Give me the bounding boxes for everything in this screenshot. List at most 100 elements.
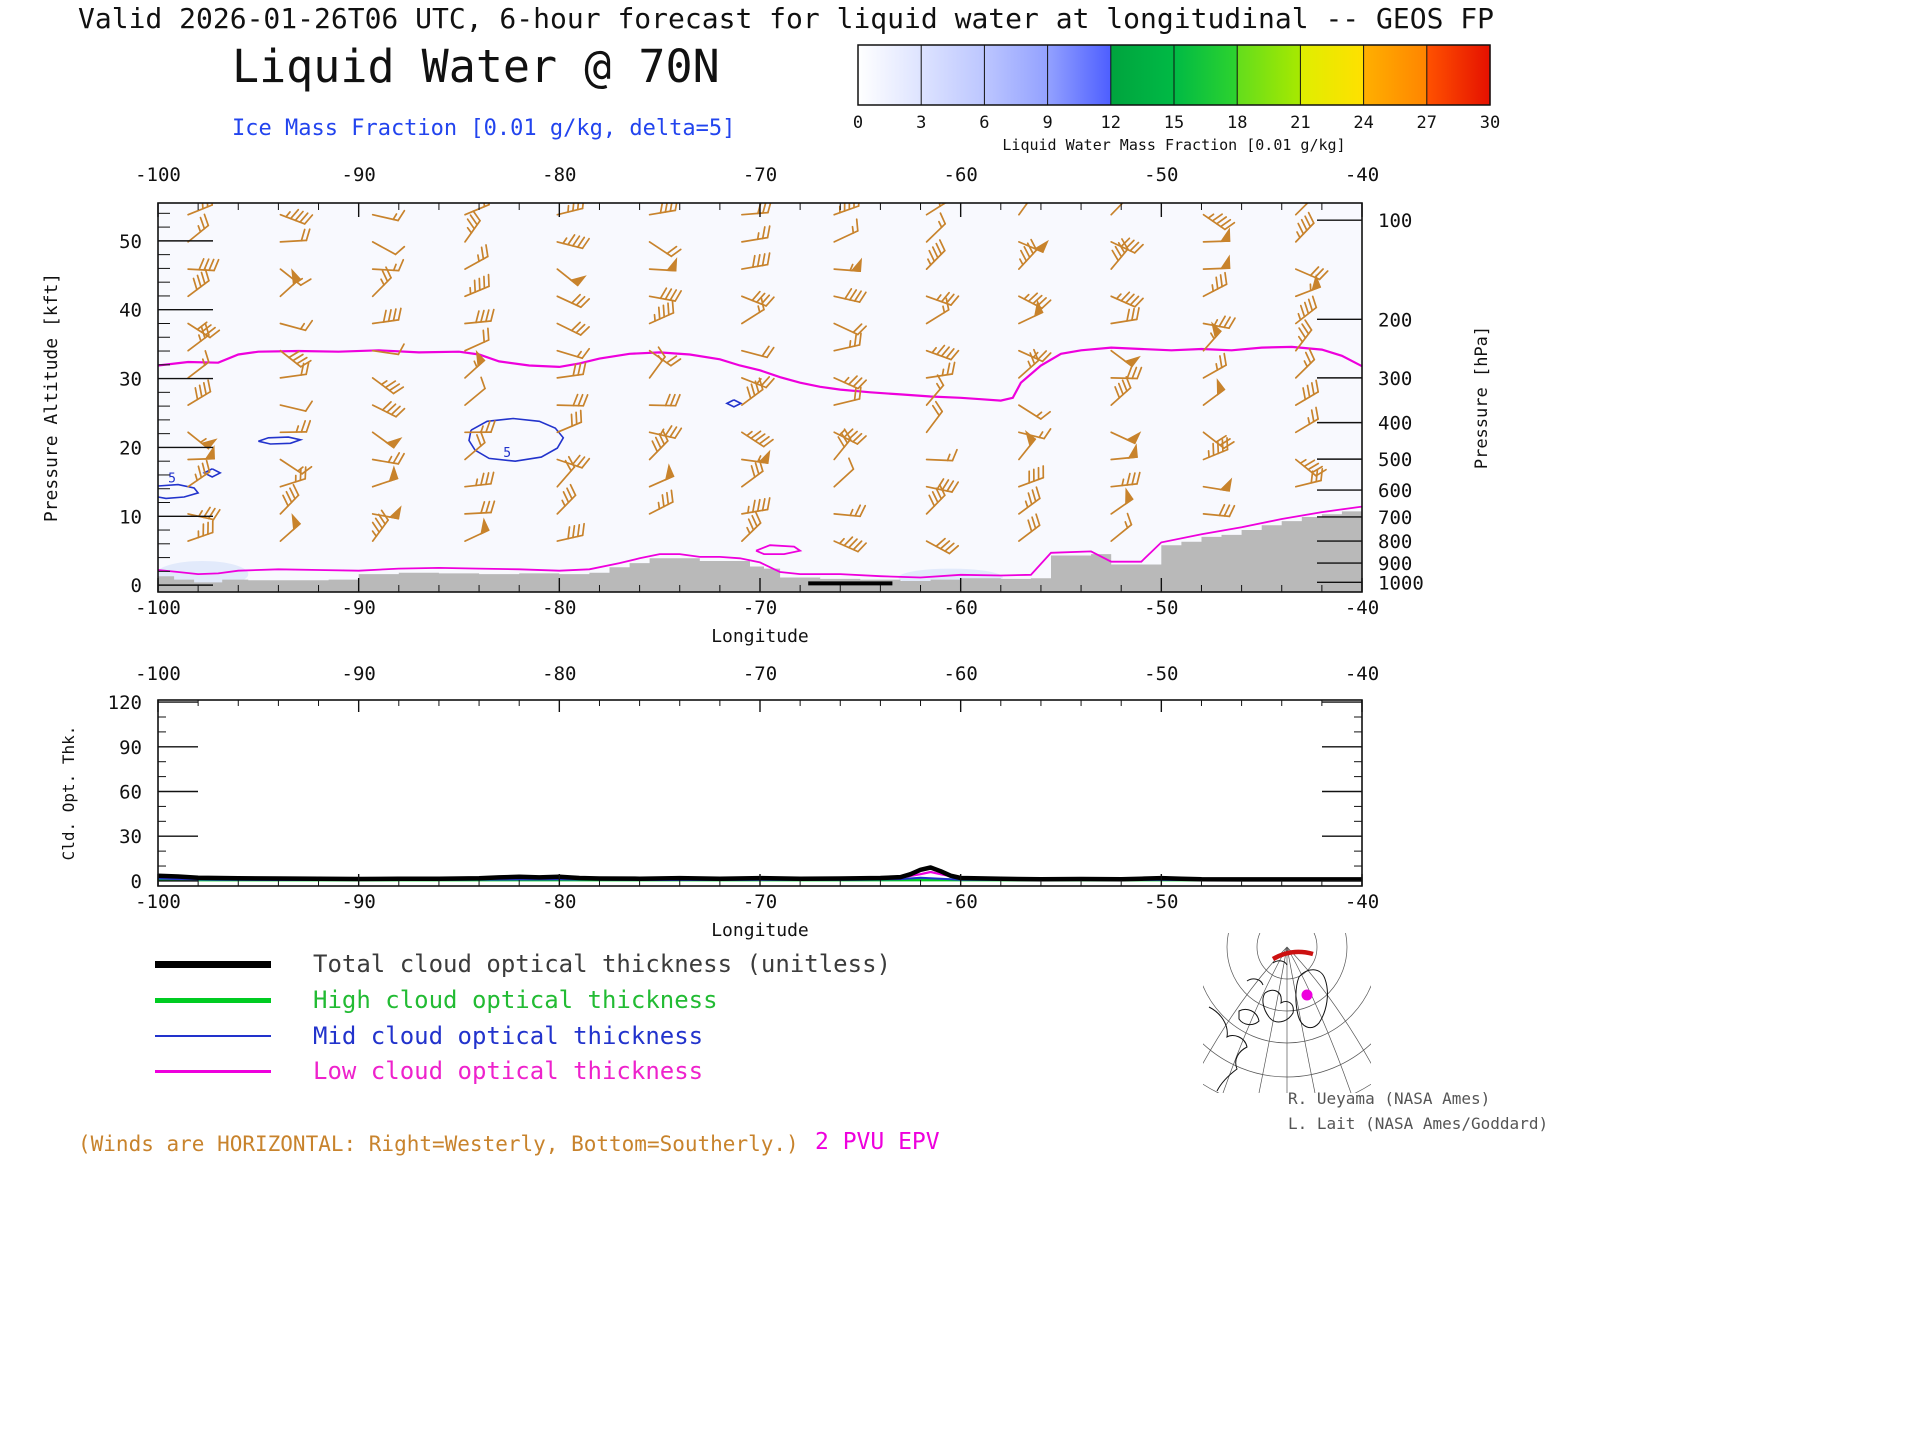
svg-text:-60: -60 bbox=[944, 663, 978, 685]
svg-text:500: 500 bbox=[1378, 449, 1412, 471]
svg-text:-80: -80 bbox=[542, 663, 576, 685]
epv-contour-label: 2 PVU EPV bbox=[815, 1129, 940, 1155]
epv-contour-line bbox=[158, 345, 1362, 402]
svg-text:10: 10 bbox=[119, 506, 142, 528]
svg-text:-70: -70 bbox=[743, 663, 777, 685]
svg-text:Longitude: Longitude bbox=[711, 920, 809, 941]
legend-line-low bbox=[155, 1069, 271, 1073]
legend-line-mid bbox=[155, 1035, 271, 1037]
winds-note: (Winds are HORIZONTAL: Right=Westerly, B… bbox=[78, 1132, 799, 1156]
svg-text:-90: -90 bbox=[342, 663, 376, 685]
svg-text:-90: -90 bbox=[342, 597, 376, 619]
svg-text:-50: -50 bbox=[1144, 597, 1178, 619]
svg-text:-40: -40 bbox=[1345, 164, 1379, 186]
svg-text:-100: -100 bbox=[135, 164, 181, 186]
svg-text:200: 200 bbox=[1378, 309, 1412, 331]
legend-label-total: Total cloud optical thickness (unitless) bbox=[313, 950, 891, 978]
legend-label-low: Low cloud optical thickness bbox=[313, 1057, 704, 1085]
map-location-dot bbox=[1301, 989, 1313, 1001]
svg-text:0: 0 bbox=[131, 575, 142, 597]
svg-text:9: 9 bbox=[1042, 113, 1052, 133]
legend-line-total bbox=[155, 960, 271, 968]
svg-text:3: 3 bbox=[916, 113, 926, 133]
svg-text:27: 27 bbox=[1417, 113, 1437, 133]
svg-text:90: 90 bbox=[119, 737, 142, 759]
lower-panel: -100 -100 -90 -90 -80 -80 -70 -70 -60 -60 -50 -50 -4… bbox=[59, 663, 1379, 941]
wind-barbs-layer bbox=[187, 203, 1329, 555]
ice-contour bbox=[202, 468, 222, 478]
svg-text:100: 100 bbox=[1378, 210, 1412, 232]
map-coastlines bbox=[1208, 960, 1328, 1092]
svg-text:Liquid Water Mass Fraction [0.: Liquid Water Mass Fraction [0.01 g/kg] bbox=[1002, 136, 1345, 154]
main-panel-content bbox=[158, 203, 1362, 592]
credits: R. Ueyama (NASA Ames) L. Lait (NASA Ames… bbox=[1288, 1086, 1548, 1136]
subtitle-ice-mass-fraction: Ice Mass Fraction [0.01 g/kg, delta=5] bbox=[232, 116, 736, 141]
svg-text:-70: -70 bbox=[743, 597, 777, 619]
terrain-fill bbox=[158, 508, 1362, 592]
svg-text:-60: -60 bbox=[944, 164, 978, 186]
svg-text:-50: -50 bbox=[1144, 663, 1178, 685]
svg-text:21: 21 bbox=[1290, 113, 1310, 133]
page-title: Liquid Water @ 70N bbox=[232, 40, 720, 93]
legend-line-high bbox=[155, 997, 271, 1003]
svg-text:-80: -80 bbox=[542, 891, 576, 913]
svg-text:-80: -80 bbox=[542, 597, 576, 619]
svg-text:-60: -60 bbox=[944, 597, 978, 619]
svg-text:-50: -50 bbox=[1144, 164, 1178, 186]
svg-text:0: 0 bbox=[131, 871, 142, 893]
svg-text:1000: 1000 bbox=[1378, 572, 1424, 594]
svg-text:30: 30 bbox=[119, 826, 142, 848]
svg-text:0: 0 bbox=[853, 113, 863, 133]
legend-item-high: High cloud optical thickness bbox=[155, 984, 718, 1016]
legend-item-mid: Mid cloud optical thickness bbox=[155, 1020, 703, 1052]
inset-location-map bbox=[1203, 933, 1371, 1093]
svg-text:-90: -90 bbox=[342, 164, 376, 186]
colorbar-graphic: 0 3 6 9 12 15 18 21 24 27 30 Liquid Water Mass Frac… bbox=[853, 44, 1500, 154]
svg-text:6: 6 bbox=[979, 113, 989, 133]
legend-label-high: High cloud optical thickness bbox=[313, 986, 718, 1014]
svg-text:15: 15 bbox=[1164, 113, 1184, 133]
svg-text:30: 30 bbox=[119, 369, 142, 391]
map-graticule bbox=[1203, 933, 1371, 1093]
svg-text:-70: -70 bbox=[743, 891, 777, 913]
svg-text:-40: -40 bbox=[1345, 597, 1379, 619]
svg-text:50: 50 bbox=[119, 231, 142, 253]
svg-text:400: 400 bbox=[1378, 413, 1412, 435]
ice-contour bbox=[725, 399, 743, 408]
credit-line-2: L. Lait (NASA Ames/Goddard) bbox=[1288, 1114, 1549, 1133]
svg-text:24: 24 bbox=[1353, 113, 1373, 133]
svg-text:-50: -50 bbox=[1144, 891, 1178, 913]
svg-text:30: 30 bbox=[1480, 113, 1500, 133]
svg-text:20: 20 bbox=[119, 437, 142, 459]
svg-text:60: 60 bbox=[119, 782, 142, 804]
svg-text:18: 18 bbox=[1227, 113, 1247, 133]
legend-label-mid: Mid cloud optical thickness bbox=[313, 1022, 704, 1050]
svg-text:5: 5 bbox=[168, 472, 176, 487]
svg-text:Pressure Altitude [kft]: Pressure Altitude [kft] bbox=[41, 273, 62, 522]
svg-text:800: 800 bbox=[1378, 531, 1412, 553]
svg-text:Pressure [hPa]: Pressure [hPa] bbox=[1472, 326, 1492, 469]
svg-text:-70: -70 bbox=[743, 164, 777, 186]
ice-contour bbox=[258, 436, 304, 445]
svg-text:5: 5 bbox=[503, 446, 511, 461]
svg-text:600: 600 bbox=[1378, 480, 1412, 502]
svg-text:-100: -100 bbox=[135, 597, 181, 619]
svg-text:Cld. Opt. Thk.: Cld. Opt. Thk. bbox=[59, 726, 78, 861]
main-panel: 5 5 -100 -100 -90 -90 -80 -80 -70 -70 -60 -60 -50 -50… bbox=[41, 164, 1492, 647]
svg-text:-100: -100 bbox=[135, 891, 181, 913]
svg-text:12: 12 bbox=[1101, 113, 1121, 133]
svg-text:-90: -90 bbox=[342, 891, 376, 913]
svg-text:120: 120 bbox=[108, 692, 142, 714]
credit-line-1: R. Ueyama (NASA Ames) bbox=[1288, 1089, 1491, 1108]
svg-text:-100: -100 bbox=[135, 663, 181, 685]
svg-text:900: 900 bbox=[1378, 553, 1412, 575]
svg-text:Longitude: Longitude bbox=[711, 626, 809, 647]
map-cross-section-line bbox=[1271, 949, 1314, 961]
svg-text:300: 300 bbox=[1378, 368, 1412, 390]
valid-timestamp-line: Valid 2026-01-26T06 UTC, 6-hour forecast… bbox=[78, 2, 1495, 35]
legend-item-low: Low cloud optical thickness bbox=[155, 1055, 703, 1087]
svg-text:-40: -40 bbox=[1345, 663, 1379, 685]
ice-contour bbox=[158, 483, 200, 500]
